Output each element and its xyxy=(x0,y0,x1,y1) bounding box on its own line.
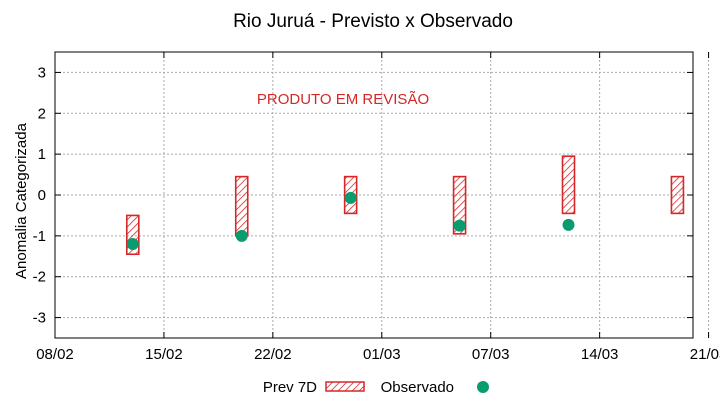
y-tick-label: -1 xyxy=(33,228,46,245)
x-tick-label: 22/02 xyxy=(254,346,292,363)
observado-point xyxy=(235,229,248,242)
legend-prev-swatch xyxy=(325,381,365,392)
y-tick-label: 1 xyxy=(38,146,46,163)
x-tick-label: 15/02 xyxy=(145,346,183,363)
observado-point xyxy=(126,238,139,251)
x-tick-label: 08/02 xyxy=(36,346,74,363)
observado-point xyxy=(344,191,357,204)
legend-prev-label: Prev 7D xyxy=(263,379,317,396)
legend-obs-marker xyxy=(477,381,489,393)
observado-point xyxy=(453,219,466,232)
observado-point xyxy=(562,218,575,231)
x-tick-label: 01/03 xyxy=(363,346,401,363)
prev-7d-bar xyxy=(670,175,685,215)
prev-7d-bar xyxy=(561,155,576,215)
legend: Prev 7D Observado xyxy=(263,379,489,396)
x-tick-label: 21/03 xyxy=(690,346,720,363)
observado-series xyxy=(126,191,575,251)
y-tick-label: 0 xyxy=(38,187,46,204)
legend-obs-label: Observado xyxy=(381,379,454,396)
prev-7d-bar xyxy=(234,175,249,237)
x-axis: 08/02 15/02 22/02 01/03 07/03 14/03 21/03 xyxy=(36,52,720,363)
y-tick-label: 2 xyxy=(38,105,46,122)
y-tick-label: -3 xyxy=(33,310,46,327)
chart-title: Rio Juruá - Previsto x Observado xyxy=(233,11,513,32)
y-axis: -3 -2 -1 0 1 2 3 xyxy=(33,64,693,327)
prev-7d-series xyxy=(126,155,685,256)
y-tick-label: -2 xyxy=(33,269,46,286)
y-tick-label: 3 xyxy=(38,64,46,81)
y-axis-label: Anomalia Categorizada xyxy=(13,122,30,279)
x-tick-label: 07/03 xyxy=(472,346,510,363)
x-tick-label: 14/03 xyxy=(581,346,619,363)
prev-7d-bar xyxy=(452,175,467,235)
annotation-produto-em-revisao: PRODUTO EM REVISÃO xyxy=(257,91,429,108)
